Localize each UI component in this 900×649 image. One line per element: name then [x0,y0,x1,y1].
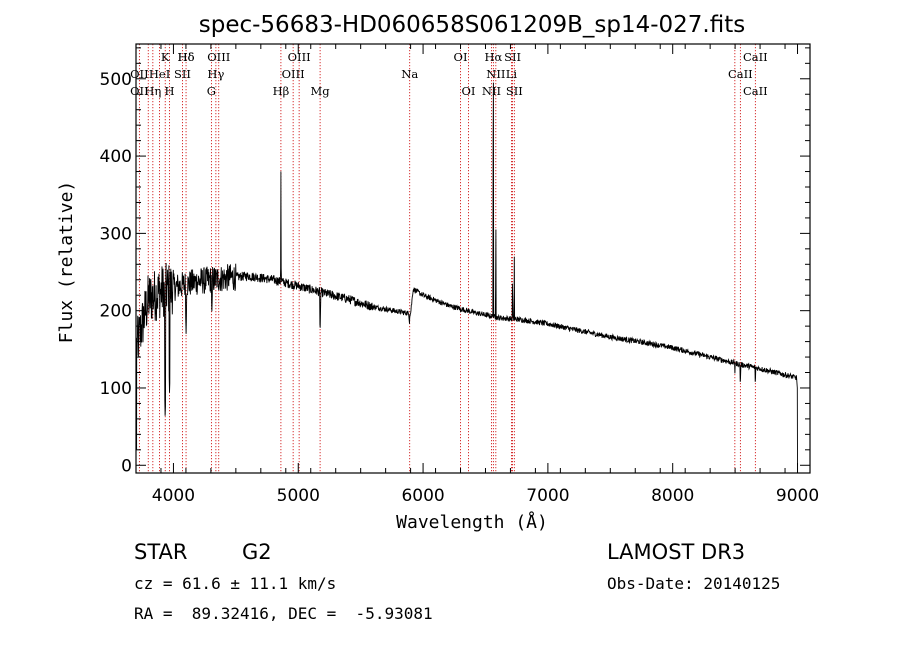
y-tick-label: 500 [100,70,132,90]
spectral-line-label: Hγ [207,67,224,81]
chart-title: spec-56683-HD060658S061209B_sp14-027.fit… [199,12,745,38]
object-class: STAR [134,540,188,564]
observation-date: Obs-Date: 20140125 [607,574,781,593]
y-tick-label: 200 [100,302,132,322]
x-tick-label: 7000 [526,486,569,506]
spectral-line-label: NII [486,67,505,81]
spectral-line-label: SII [506,84,523,98]
y-axis-label: Flux (relative) [56,181,77,344]
spectral-line-label: Hη [144,84,161,98]
x-axis-label: Wavelength (Å) [396,511,548,533]
y-tick-label: 100 [100,379,132,399]
spectral-line-label: OII [130,84,149,98]
spectral-line-label: Na [401,67,418,81]
spectral-line-label: CaII [743,50,768,64]
spectral-line-label: G [207,84,216,98]
spectral-line-label: OI [462,84,476,98]
spectrum-series [135,82,798,466]
spectral-subclass: G2 [242,540,272,564]
x-tick-label: 6000 [401,486,444,506]
x-tick-label: 8000 [651,486,694,506]
spectral-line-label: SII [504,50,521,64]
spectral-line-label: CaII [743,84,768,98]
spectral-line-label: H [165,84,175,98]
spectrum-line [135,82,798,466]
spectral-line-label: Hβ [273,84,290,98]
survey-name: LAMOST DR3 [607,540,746,564]
spectral-line-label: OII [130,67,149,81]
spectral-line-label: Hδ [178,50,195,64]
spectral-line-label: K [161,50,170,64]
plot-frame [135,43,811,474]
spectral-line-label: CaII [728,67,753,81]
spectral-line-label: Hα [484,50,502,64]
spectral-line-label: NII [482,84,501,98]
y-tick-label: 0 [121,456,132,476]
spectral-line-label: HeI [149,67,170,81]
spectral-line-label: Hδ [178,50,195,64]
x-tick-label: 9000 [776,486,819,506]
spectral-line-label: OI [454,50,468,64]
spectral-line-label: Li [506,67,518,81]
spectral-line-label: SII [174,67,191,81]
spectral-line-label: OIII [207,50,230,64]
x-tick-label: 4000 [152,486,195,506]
spectral-line-label: Mg [311,84,331,98]
line-markers [138,44,756,473]
y-tick-label: 400 [100,147,132,167]
redshift-cz: cz = 61.6 ± 11.1 km/s [134,574,337,593]
x-tick-label: 5000 [277,486,320,506]
spectral-line-label: OIII [288,50,311,64]
y-tick-label: 300 [100,224,132,244]
spectral-line-label: OIII [282,67,305,81]
axis-ticks: 4000 5000 6000 7000 8000 9000 0 100 200 300 400 500 [100,44,819,506]
coordinates: RA = 89.32416, DEC = -5.93081 [134,604,433,623]
